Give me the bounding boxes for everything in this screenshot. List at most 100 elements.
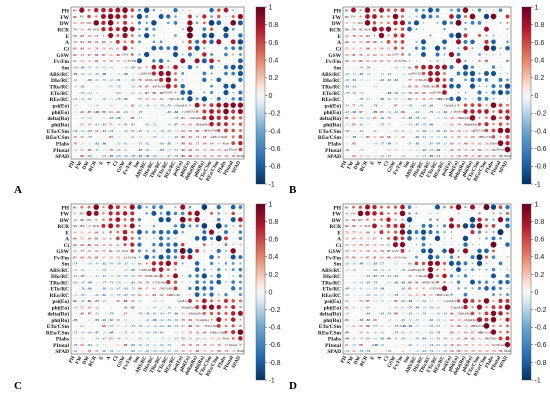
correlation-value: .03	[351, 148, 356, 152]
correlation-value: .78	[137, 78, 142, 82]
column-label: DW	[81, 354, 91, 365]
correlation-circle	[145, 47, 148, 49]
correlation-value: -.85	[130, 343, 136, 347]
correlation-value: -.47	[108, 84, 114, 88]
correlation-value: .35	[181, 110, 186, 114]
correlation-circle	[506, 268, 509, 271]
correlation-value: -.14	[130, 141, 136, 145]
correlation-circle	[483, 204, 490, 211]
correlation-circle	[498, 286, 503, 290]
correlation-circle	[357, 210, 364, 217]
correlation-value: .45	[109, 53, 114, 57]
correlation-value: .13	[72, 324, 77, 328]
correlation-circle	[505, 217, 510, 222]
correlation-value: -.23	[166, 135, 172, 139]
correlation-value: .90	[137, 287, 142, 291]
correlation-circle	[208, 304, 215, 310]
row-label: GSW	[328, 53, 341, 59]
correlation-circle	[464, 78, 467, 82]
correlation-value: -.63	[442, 312, 448, 316]
correlation-value: -.44	[421, 116, 427, 120]
correlation-value: -.35	[72, 293, 78, 297]
correlation-circle	[173, 64, 178, 70]
correlation-circle	[238, 134, 243, 139]
correlation-circle	[218, 73, 220, 74]
correlation-circle	[137, 21, 142, 25]
correlation-circle	[490, 329, 497, 335]
correlation-value: -.42	[122, 268, 128, 272]
colorbar-tick-label: 0.2	[535, 75, 545, 82]
correlation-value: .35	[470, 343, 475, 347]
correlation-value: .85	[152, 293, 157, 297]
row-label: DW	[60, 218, 70, 224]
correlation-value: -.21	[86, 141, 92, 145]
diagonal-label: REo/CSm	[480, 330, 493, 334]
correlation-value: -.31	[151, 343, 157, 347]
diagonal-label: phi(Eo)	[454, 305, 463, 309]
correlation-value: .47	[72, 212, 77, 216]
correlation-value: .39	[188, 349, 193, 353]
correlation-value: .49	[181, 122, 186, 126]
correlation-value: .66	[449, 349, 454, 353]
correlation-circle	[122, 7, 128, 13]
correlation-value: .40	[87, 46, 92, 50]
row-label: FW	[332, 212, 341, 218]
correlation-value: .93	[87, 148, 92, 152]
correlation-value: .64	[94, 243, 99, 247]
correlation-value: .71	[94, 34, 99, 38]
correlation-circle	[166, 230, 171, 235]
correlation-value: -.74	[72, 262, 78, 266]
correlation-value: .53	[344, 299, 349, 303]
correlation-circle	[107, 13, 114, 20]
correlation-circle	[408, 256, 411, 258]
diagonal-label: DW	[358, 218, 363, 222]
correlation-value: .65	[456, 337, 461, 341]
correlation-circle	[209, 311, 214, 316]
correlation-value: .93	[94, 53, 99, 57]
diagonal-label: REo/CSm	[213, 135, 226, 139]
correlation-circle	[196, 15, 199, 18]
correlation-value: .45	[358, 46, 363, 50]
correlation-value: -.49	[122, 129, 128, 133]
correlation-value: .60	[231, 154, 236, 158]
correlation-value: -.90	[344, 337, 350, 341]
correlation-circle	[216, 323, 221, 328]
correlation-circle	[116, 230, 120, 234]
correlation-circle	[195, 248, 200, 253]
correlation-value: -.24	[358, 135, 364, 139]
correlation-value: .61	[159, 97, 164, 101]
correlation-value: .74	[195, 343, 200, 347]
correlation-value: -.60	[101, 349, 107, 353]
correlation-circle	[478, 72, 481, 75]
row-label: REo/RC	[322, 97, 342, 103]
correlation-value: .55	[344, 53, 349, 57]
correlation-value: -.17	[122, 78, 128, 82]
correlation-circle	[507, 250, 508, 252]
correlation-circle	[484, 96, 489, 101]
diagonal-label: ABS/RC	[141, 72, 152, 76]
correlation-circle	[167, 28, 169, 30]
correlation-value: .40	[209, 349, 214, 353]
correlation-circle	[151, 210, 157, 216]
correlation-circle	[182, 238, 184, 239]
correlation-value: .33	[351, 305, 356, 309]
correlation-value: -.33	[144, 337, 150, 341]
correlation-value: .53	[407, 293, 412, 297]
correlation-circle	[465, 219, 466, 220]
correlation-circle	[209, 236, 214, 240]
correlation-value: .96	[87, 299, 92, 303]
correlation-value: .48	[365, 53, 370, 57]
correlation-value: .36	[87, 59, 92, 63]
correlation-circle	[421, 248, 426, 254]
correlation-circle	[216, 304, 222, 310]
correlation-circle	[130, 34, 134, 37]
correlation-circle	[442, 83, 447, 89]
correlation-value: .72	[470, 349, 475, 353]
correlation-value: .64	[456, 343, 461, 347]
correlation-value: -.29	[414, 154, 420, 158]
correlation-value: .40	[358, 40, 363, 44]
correlation-value: -.40	[442, 343, 448, 347]
row-label: A	[337, 40, 341, 46]
correlation-circle	[167, 54, 169, 55]
correlation-value: -.78	[393, 293, 399, 297]
